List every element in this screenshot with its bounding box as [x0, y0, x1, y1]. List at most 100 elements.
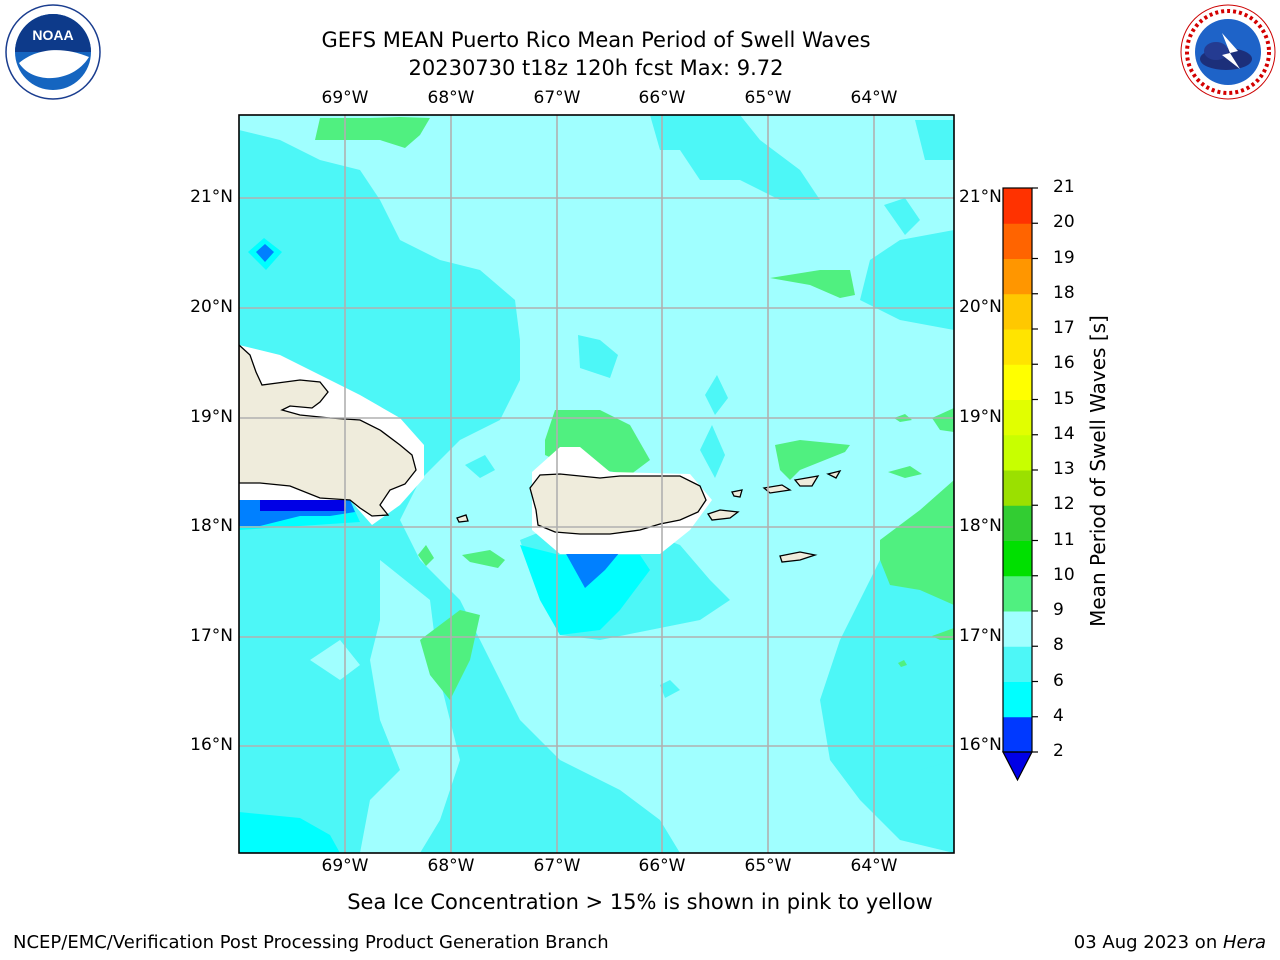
noaa-logo-text: NOAA [32, 27, 73, 43]
lon-tick-label-top: 67°W [533, 88, 581, 108]
swell-period-8-9-region [310, 640, 360, 680]
swell-period-below-2-region [260, 500, 346, 511]
lat-tick-label-left: 21°N [190, 187, 233, 207]
colorbar-segment [1003, 681, 1032, 718]
lon-tick-label-top: 69°W [321, 88, 369, 108]
st-croix-landmass [779, 551, 818, 563]
colorbar-segment [1003, 470, 1032, 506]
footer-left: NCEP/EMC/Verification Post Processing Pr… [13, 932, 609, 953]
swell-period-9-10-region [775, 440, 850, 480]
swell-period-6-8-region [705, 375, 728, 415]
anegada-landmass [826, 469, 842, 479]
swell-period-2-4-region [256, 244, 274, 262]
colorbar-tick-label: 13 [1053, 459, 1075, 479]
footer-date: 03 Aug 2023 on [1073, 932, 1223, 953]
colorbar-tick-label: 16 [1053, 353, 1075, 374]
swell-period-9-10-region [880, 480, 954, 605]
colorbar-tick-label: 21 [1053, 177, 1075, 197]
swell-period-9-10-region [932, 408, 954, 432]
lon-tick-label-top: 68°W [427, 88, 475, 108]
swell-period-4-6-region [239, 812, 340, 853]
colorbar-segment [1003, 329, 1032, 365]
colorbar [1002, 187, 1038, 782]
colorbar-segment [1003, 540, 1032, 577]
colorbar-tick-label: 20 [1053, 212, 1075, 233]
map-frame [238, 114, 955, 854]
swell-period-6-8-region [650, 115, 820, 200]
mona-island-landmass [456, 514, 469, 523]
colorbar-extend-triangle [1002, 751, 1033, 782]
swell-period-6-8-region [920, 760, 954, 785]
lat-tick-label-left: 16°N [190, 735, 233, 755]
virgin-islands-landmass [706, 509, 740, 521]
swell-period-9-10-region [315, 117, 430, 148]
colorbar-tick-label: 19 [1053, 247, 1075, 268]
lon-tick-label-bottom: 68°W [427, 856, 475, 876]
colorbar-segment [1003, 293, 1032, 330]
swell-period-9-10-region [418, 545, 434, 566]
footer-right: 03 Aug 2023 on Hera [1074, 932, 1266, 953]
colorbar-tick-label: 15 [1053, 388, 1075, 409]
lat-tick-label-left: 20°N [190, 297, 233, 317]
plot-title-line1: GEFS MEAN Puerto Rico Mean Period of Swe… [321, 28, 871, 52]
lon-tick-label-bottom: 66°W [638, 856, 686, 876]
swell-period-6-8-region [660, 680, 680, 698]
colorbar-segment [1003, 575, 1032, 612]
map-area [239, 115, 954, 853]
swell-period-9-10-region [420, 610, 480, 700]
colorbar-segment [1003, 646, 1032, 682]
lat-tick-label-right: 17°N [959, 626, 1002, 646]
colorbar-label-text: Mean Period of Swell Waves [s] [1086, 315, 1110, 627]
sea-ice-note: Sea Ice Concentration > 15% is shown in … [347, 890, 933, 914]
map-gridlines [239, 115, 954, 853]
swell-period-9-10-region [898, 660, 907, 667]
swell-period-8-9-region [360, 560, 460, 853]
footer-machine: Hera [1222, 932, 1266, 953]
colorbar-tick-label: 4 [1053, 705, 1064, 726]
lon-tick-label-bottom: 65°W [744, 856, 792, 876]
lat-tick-label-right: 20°N [959, 297, 1002, 317]
swell-period-9-10-region [770, 270, 855, 298]
colorbar-segment [1003, 223, 1032, 259]
colorbar-segment [1003, 611, 1032, 647]
swell-period-2-4-region [565, 552, 620, 588]
swell-period-6-8-region [578, 335, 618, 378]
lon-tick-label-top: 66°W [638, 88, 686, 108]
swell-period-9-10-region [462, 550, 505, 568]
colorbar-segment [1003, 364, 1032, 400]
lon-tick-label-bottom: 64°W [850, 856, 898, 876]
colorbar-tick-label: 6 [1053, 670, 1064, 691]
colorbar-tick-label: 8 [1053, 635, 1064, 656]
swell-period-6-8-region [700, 425, 725, 478]
colorbar-tick-label: 9 [1053, 600, 1064, 620]
colorbar-tick-label: 18 [1053, 282, 1075, 303]
colorbar-tick-label: 14 [1053, 423, 1075, 444]
lat-tick-label-left: 17°N [190, 626, 233, 646]
colorbar-segment [1003, 258, 1032, 295]
swell-period-6-8-region [915, 120, 954, 160]
colorbar-segment [1003, 188, 1032, 224]
lon-tick-label-bottom: 69°W [321, 856, 369, 876]
lat-tick-label-right: 19°N [959, 407, 1002, 427]
lat-tick-label-right: 18°N [959, 516, 1002, 536]
nws-logo [1180, 4, 1276, 100]
virgin-gorda-landmass [793, 475, 820, 487]
colorbar-tick-label: 17 [1053, 318, 1075, 338]
swell-period-4-6-region [520, 545, 650, 635]
colorbar-tick-label: 10 [1053, 564, 1075, 585]
lat-tick-label-left: 19°N [190, 407, 233, 427]
colorbar-tick-label: 11 [1053, 529, 1075, 550]
noaa-logo: NOAA [5, 4, 101, 100]
lat-tick-label-left: 18°N [190, 516, 233, 536]
lon-tick-label-top: 65°W [744, 88, 792, 108]
colorbar-tick-label: 12 [1053, 494, 1075, 515]
colorbar-segment [1003, 399, 1032, 436]
plot-title-line2: 20230730 t18z 120h fcst Max: 9.72 [408, 56, 784, 80]
swell-period-9-10-region [888, 466, 922, 478]
colorbar-segment [1003, 716, 1032, 753]
lat-tick-label-right: 21°N [959, 187, 1002, 207]
hispaniola-landmass [239, 344, 417, 517]
colorbar-tick-label: 2 [1053, 741, 1064, 761]
lon-tick-label-top: 64°W [850, 88, 898, 108]
swell-period-6-8-region [465, 455, 495, 478]
